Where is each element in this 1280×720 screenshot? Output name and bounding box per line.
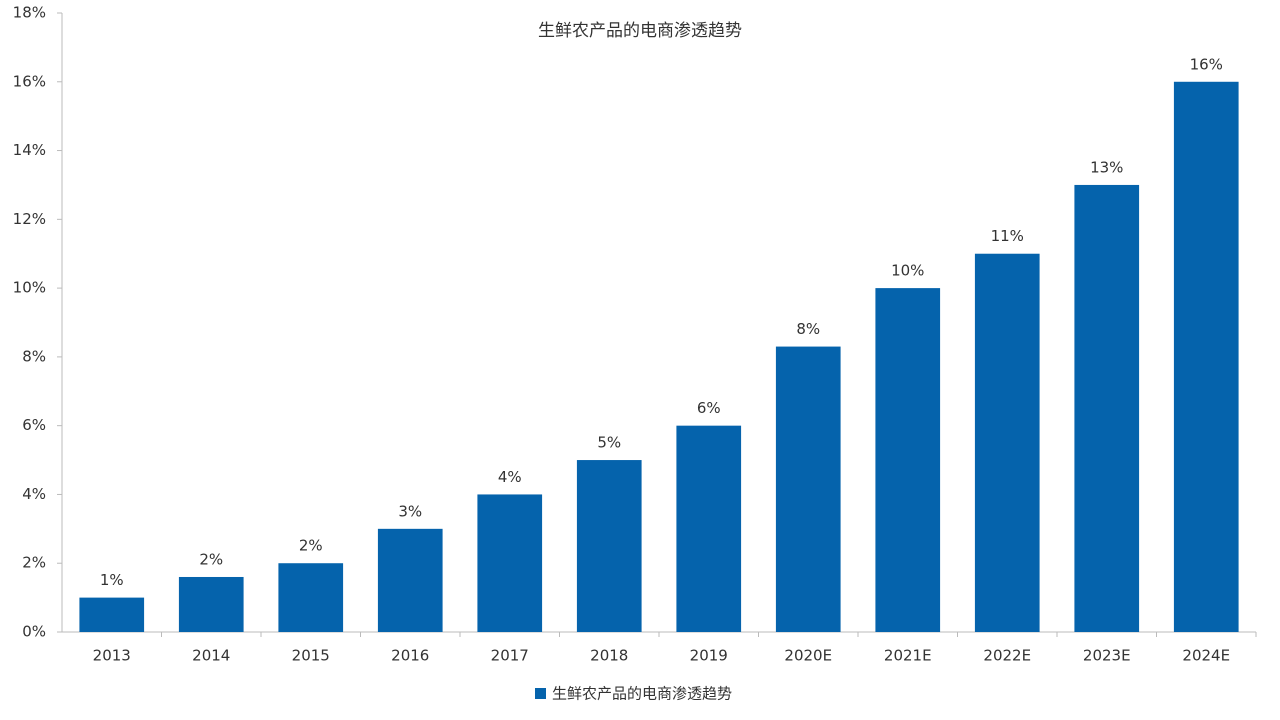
bar [79,597,145,632]
x-tick-label: 2014 [192,647,230,665]
x-tick-label: 2016 [391,647,429,665]
y-tick-label: 12% [13,210,46,228]
y-tick-label: 18% [13,4,46,22]
bar [875,288,941,632]
data-label: 2% [299,537,323,555]
x-tick-label: 2021E [884,647,932,665]
x-tick-label: 2013 [93,647,131,665]
data-label: 3% [398,502,422,520]
x-tick-label: 2017 [491,647,529,665]
y-tick-label: 16% [13,72,46,90]
x-tick-label: 2024E [1182,647,1230,665]
bar [676,425,742,632]
chart-title: 生鲜农产品的电商渗透趋势 [538,21,742,41]
x-tick-label: 2022E [983,647,1031,665]
data-label: 11% [991,227,1024,245]
legend-swatch [535,688,546,699]
data-label: 8% [796,320,820,338]
data-label: 13% [1090,158,1123,176]
y-tick-label: 0% [22,623,46,641]
data-label: 1% [100,571,124,589]
bar [974,253,1040,632]
y-tick-label: 8% [22,347,46,365]
x-tick-label: 2023E [1083,647,1131,665]
x-tick-label: 2018 [590,647,628,665]
bar [1173,81,1239,633]
bar [1074,184,1140,632]
x-tick-label: 2019 [690,647,728,665]
y-tick-label: 14% [13,141,46,159]
x-tick-label: 2020E [784,647,832,665]
bar [775,346,841,632]
x-tick-label: 2015 [292,647,330,665]
bar [477,494,543,632]
data-label: 4% [498,468,522,486]
data-label: 10% [891,262,924,280]
bar [178,576,244,632]
y-tick-label: 10% [13,279,46,297]
data-label: 16% [1190,55,1223,73]
data-label: 2% [199,550,223,568]
bar [576,460,642,632]
data-label: 5% [597,434,621,452]
y-tick-label: 2% [22,554,46,572]
y-tick-label: 6% [22,416,46,434]
legend-label: 生鲜农产品的电商渗透趋势 [552,685,732,703]
bar [377,528,443,632]
bar [278,563,344,632]
y-tick-label: 4% [22,485,46,503]
data-label: 6% [697,399,721,417]
